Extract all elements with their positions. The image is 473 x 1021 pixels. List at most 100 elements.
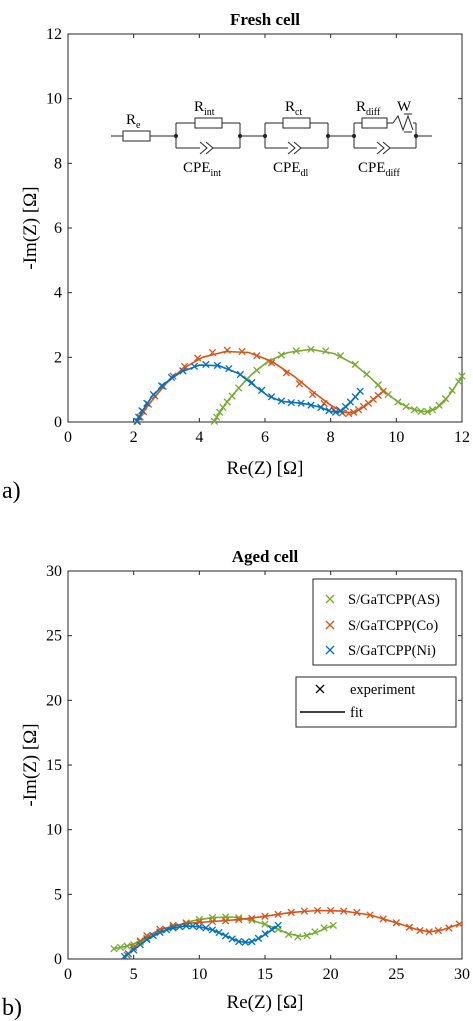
data-point-s-gatcpp-as [410,406,419,414]
warburg-symbol [392,113,414,133]
legend-entry-ni: S/GaTCPP(Ni) [348,643,436,659]
data-point-s-gatcpp-co [223,346,231,354]
resistor-re [122,130,151,142]
data-point-s-gatcpp-co [416,926,424,935]
circuit-label-base: CPE [183,160,211,176]
data-point-s-gatcpp-ni [215,928,223,937]
data-point-s-gatcpp-as [307,345,315,353]
data-point-s-gatcpp-ni [274,921,282,930]
x-tick-label: 10 [191,966,207,983]
data-point-s-gatcpp-co [308,390,317,399]
data-point-s-gatcpp-ni [307,401,315,409]
data-point-s-gatcpp-as [374,381,382,389]
cpe-diff-symbol [376,141,391,155]
circuit-label-base: CPE [358,160,386,176]
y-tick-label: 8 [54,155,62,172]
data-point-s-gatcpp-co [300,907,309,915]
data-point-s-gatcpp-ni [317,403,325,412]
data-point-s-gatcpp-co [369,395,378,404]
legend-entry-as: S/GaTCPP(AS) [348,592,440,608]
y-tick-label: 2 [54,349,62,366]
circuit-label-subscript: diff [386,168,401,179]
data-point-s-gatcpp-co [455,920,464,928]
data-point-s-gatcpp-as [455,377,463,386]
data-point-s-gatcpp-ni [136,941,144,949]
data-point-s-gatcpp-as [303,932,311,940]
data-point-s-gatcpp-as [284,930,293,939]
cpe-dl-symbol [287,141,302,155]
y-tick-label: 25 [46,628,62,645]
data-point-s-gatcpp-as [363,370,371,378]
legend-box [312,578,457,666]
axis-ticks: 0 5 10 15 20 25 30 0 5 10 15 20 25 30 [46,563,470,983]
circuit-label-subscript: int [211,168,222,179]
data-point-s-gatcpp-ni [254,934,263,942]
data-point-s-gatcpp-as [210,417,219,426]
data-point-s-gatcpp-co [445,924,453,932]
data-point-s-gatcpp-co [208,348,217,357]
y-axis-label: -Im(Z) [Ω] [20,186,41,269]
data-point-s-gatcpp-co [354,406,363,414]
data-point-s-gatcpp-ni [267,925,276,933]
data-point-s-gatcpp-co [340,907,348,915]
data-point-s-gatcpp-ni [130,946,138,954]
data-point-s-gatcpp-ni [221,932,230,940]
legend-style: experiment fit [295,676,457,728]
data-point-s-gatcpp-co [274,910,282,919]
data-point-s-gatcpp-as [441,395,450,403]
data-point-s-gatcpp-ni [134,413,143,421]
data-point-s-gatcpp-as [110,944,118,953]
y-axis-label: -Im(Z) [Ω] [20,723,41,806]
x-axis-label: Re(Z) [Ω] [227,992,304,1013]
circuit-label-rint: Rint [194,99,215,118]
circuit-label-subscript: e [136,120,141,131]
circuit-label-cpedl: CPEdl [273,160,309,179]
data-point-s-gatcpp-as [216,408,224,416]
data-point-s-gatcpp-ni [331,408,340,416]
legend-entry-fit: fit [350,705,363,721]
data-point-s-gatcpp-as [277,351,286,359]
chart-title: Fresh cell [230,10,300,29]
x-tick-label: 4 [195,429,203,446]
x-tick-label: 6 [261,429,269,446]
data-point-s-gatcpp-as [294,933,302,941]
data-point-s-gatcpp-co [359,402,368,411]
data-point-s-gatcpp-co [194,354,202,362]
data-point-s-gatcpp-as [228,392,236,400]
legend-markers [325,594,335,655]
legend-marker [325,594,335,604]
data-point-s-gatcpp-as [394,398,402,406]
data-point-s-gatcpp-co [392,919,400,927]
data-point-s-gatcpp-as [311,928,319,936]
data-point-s-gatcpp-co [159,382,167,391]
x-tick-label: 10 [388,429,404,446]
circuit-label-base: R [356,99,366,115]
circuit-label-rdiff: Rdiff [356,99,381,118]
data-point-s-gatcpp-co [353,908,361,917]
data-point-s-gatcpp-as [402,402,410,411]
circuit-label-subscript: int [204,107,215,118]
data-point-s-gatcpp-co [253,352,261,360]
x-tick-label: 5 [130,966,138,983]
y-tick-label: 15 [46,757,62,774]
circuit-label-subscript: diff [366,107,381,118]
data-point-s-gatcpp-as [384,390,392,399]
data-point-s-gatcpp-as [423,407,432,416]
data-point-s-gatcpp-as [435,401,443,409]
data-point-s-gatcpp-ni [156,928,164,937]
data-point-s-gatcpp-co [349,408,358,416]
data-point-s-gatcpp-ni [202,924,210,932]
data-point-s-gatcpp-as [322,347,330,355]
x-tick-label: 0 [64,429,72,446]
data-point-s-gatcpp-co [208,917,217,926]
circuit-label-subscript: ct [295,107,302,118]
x-tick-label: 20 [323,966,339,983]
data-point-s-gatcpp-ni [225,364,233,373]
data-point-s-gatcpp-as [223,398,231,406]
data-point-s-gatcpp-co [248,914,256,922]
chart-aged-cell: Aged cell 0 5 10 15 20 25 30 0 5 10 15 20 25 30 S/GaT… [2,547,470,1021]
data-point-s-gatcpp-ni [248,937,256,946]
data-point-s-gatcpp-ni [356,387,364,395]
data-point-s-gatcpp-co [425,928,433,936]
